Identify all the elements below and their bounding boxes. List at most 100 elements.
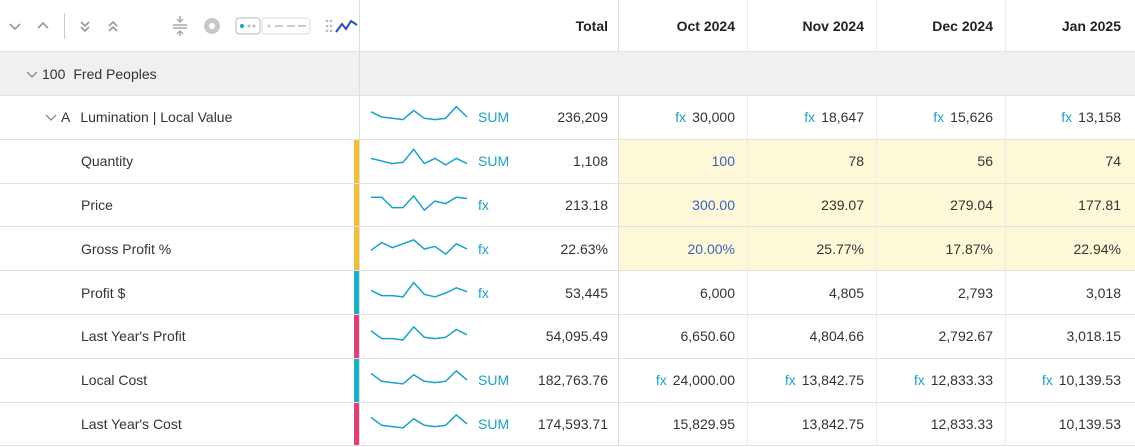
month-cell[interactable]: fx 30,000 <box>619 96 748 139</box>
chevron-up-icon[interactable] <box>36 16 50 36</box>
total-cell[interactable]: 22.63% <box>518 227 619 271</box>
cell-value: 12,833.33 <box>930 372 993 389</box>
chevron-down-icon[interactable] <box>26 68 38 80</box>
cell-value: 100 <box>711 153 735 170</box>
cell-value: 15,829.95 <box>672 415 735 432</box>
header-month[interactable]: Nov 2024 <box>748 0 877 51</box>
align-icon[interactable] <box>171 15 189 36</box>
month-cell[interactable]: 4,804.66 <box>748 315 877 358</box>
total-cell[interactable]: 54,095.49 <box>518 315 619 358</box>
expand-all-icon[interactable] <box>78 16 92 36</box>
month-cell[interactable]: 22.94% <box>1006 227 1135 271</box>
month-cell[interactable]: 100 <box>619 139 748 183</box>
row-label: Quantity <box>81 153 134 170</box>
aggregation-label[interactable]: fx <box>478 240 489 257</box>
month-cell[interactable]: 3,018.15 <box>1006 315 1135 358</box>
table-row[interactable]: Gross Profit % fx 22.63% 20.00% 25.77% 17.87%… <box>0 227 1135 272</box>
table-row[interactable]: Profit $ fx 53,445 6,000 4,805 2,793 3,018 <box>0 271 1135 315</box>
month-cell[interactable]: 20.00% <box>619 227 748 271</box>
month-cell[interactable]: 6,000 <box>619 271 748 314</box>
density-icon[interactable] <box>235 16 311 36</box>
total-cell[interactable]: 174,593.71 <box>518 402 619 446</box>
total-cell[interactable]: 182,763.76 <box>518 358 619 402</box>
month-cell[interactable]: 300.00 <box>619 183 748 227</box>
month-cell[interactable]: fx 13,158 <box>1006 96 1135 139</box>
chevron-down-icon[interactable] <box>45 111 57 123</box>
aggregation-label[interactable]: SUM <box>478 109 510 126</box>
month-cell[interactable]: fx 18,647 <box>748 96 877 139</box>
row-label: Price <box>81 196 113 213</box>
sparkline <box>370 370 468 385</box>
row-label: Gross Profit % <box>81 240 172 257</box>
row-prefix: A <box>61 109 71 126</box>
row-label: Profit $ <box>81 284 126 301</box>
total-cell[interactable]: 1,108 <box>518 139 619 183</box>
month-cell[interactable]: 239.07 <box>748 183 877 227</box>
cell-value: 20.00% <box>687 240 735 257</box>
total-cell[interactable]: 213.18 <box>518 183 619 227</box>
total-cell[interactable]: 236,209 <box>518 96 619 139</box>
month-cell[interactable]: 78 <box>748 139 877 183</box>
table-row[interactable]: Local Cost SUM 182,763.76 fx 24,000.00 fx 13,8… <box>0 358 1135 403</box>
month-cell[interactable]: fx 10,139.53 <box>1006 359 1135 402</box>
month-cell[interactable]: 2,792.67 <box>877 315 1006 358</box>
sparkline <box>370 281 468 298</box>
header-month[interactable]: Jan 2025 <box>1061 17 1121 34</box>
sparkline-series <box>371 194 468 212</box>
cell-value: 56 <box>977 153 993 170</box>
aggregation-label[interactable]: SUM <box>478 153 510 170</box>
month-cell[interactable]: 279.04 <box>877 183 1006 227</box>
row-color-marker <box>354 227 359 271</box>
month-cell[interactable]: 4,805 <box>748 271 877 314</box>
cell-value: 13,842.75 <box>801 415 864 432</box>
sparkline-series <box>370 148 468 166</box>
sparkline <box>371 194 468 212</box>
sparkline-toggle-icon[interactable] <box>325 16 359 36</box>
total-cell[interactable]: 53,445 <box>518 271 619 314</box>
cell-value: 3,018.15 <box>1066 328 1122 345</box>
month-cell[interactable]: 10,139.53 <box>1006 403 1135 446</box>
month-cell[interactable]: 3,018 <box>1006 271 1135 314</box>
month-cell[interactable]: 2,793 <box>877 271 1006 314</box>
month-cell[interactable]: fx 12,833.33 <box>877 358 1006 402</box>
month-cell[interactable]: 25.77% <box>748 227 877 271</box>
month-cell[interactable]: 56 <box>877 139 1006 183</box>
collapse-all-icon[interactable] <box>106 16 120 36</box>
cell-value: 2,793 <box>957 284 993 301</box>
aggregation-label[interactable]: SUM <box>478 415 510 432</box>
table-row[interactable]: Quantity SUM 1,108 100 78 56 74 <box>0 139 1135 184</box>
month-cell[interactable]: fx 13,842.75 <box>748 358 877 402</box>
cell-value: 279.04 <box>950 196 993 213</box>
table-row[interactable]: Last Year's Cost SUM 174,593.71 15,829.95 13… <box>0 402 1135 447</box>
month-cell[interactable]: fx 15,626 <box>877 96 1006 139</box>
settings-icon[interactable] <box>203 16 221 36</box>
month-cell[interactable]: 13,842.75 <box>748 402 877 446</box>
aggregation-label[interactable] <box>478 315 518 358</box>
month-cell[interactable]: 74 <box>1006 139 1135 183</box>
header-month[interactable]: Oct 2024 <box>619 0 748 51</box>
header-total[interactable]: Total <box>518 0 619 51</box>
table-row[interactable]: A Lumination | Local Value SUM 236,209 fx 30,… <box>0 96 1135 140</box>
month-cell[interactable]: 17.87% <box>877 227 1006 271</box>
table-row[interactable]: Last Year's Profit 54,095.49 6,650.60 4,804… <box>0 315 1135 359</box>
group-row[interactable]: 100 Fred Peoples <box>0 52 1135 96</box>
formula-icon: fx <box>1061 109 1073 126</box>
row-label: Last Year's Profit <box>81 328 186 345</box>
aggregation-label[interactable]: fx <box>478 196 489 213</box>
formula-icon: fx <box>804 109 816 126</box>
sparkline-series <box>370 105 468 121</box>
cell-value: 10,139.53 <box>1058 415 1121 432</box>
aggregation-label[interactable]: SUM <box>478 372 510 389</box>
chevron-down-icon[interactable] <box>8 16 22 36</box>
month-cell[interactable]: 12,833.33 <box>877 402 1006 446</box>
month-cell[interactable]: 15,829.95 <box>619 402 748 446</box>
month-cell[interactable]: 6,650.60 <box>619 315 748 358</box>
header-month[interactable]: Dec 2024 <box>877 0 1006 51</box>
formula-icon: fx <box>1041 372 1053 389</box>
formula-icon: fx <box>784 372 796 389</box>
month-cell[interactable]: fx 24,000.00 <box>619 358 748 402</box>
cell-value: 12,833.33 <box>930 415 993 432</box>
month-cell[interactable]: 177.81 <box>1006 183 1135 227</box>
table-row[interactable]: Price fx 213.18 300.00 239.07 279.04 177.81 <box>0 183 1135 228</box>
aggregation-label[interactable]: fx <box>478 284 489 301</box>
